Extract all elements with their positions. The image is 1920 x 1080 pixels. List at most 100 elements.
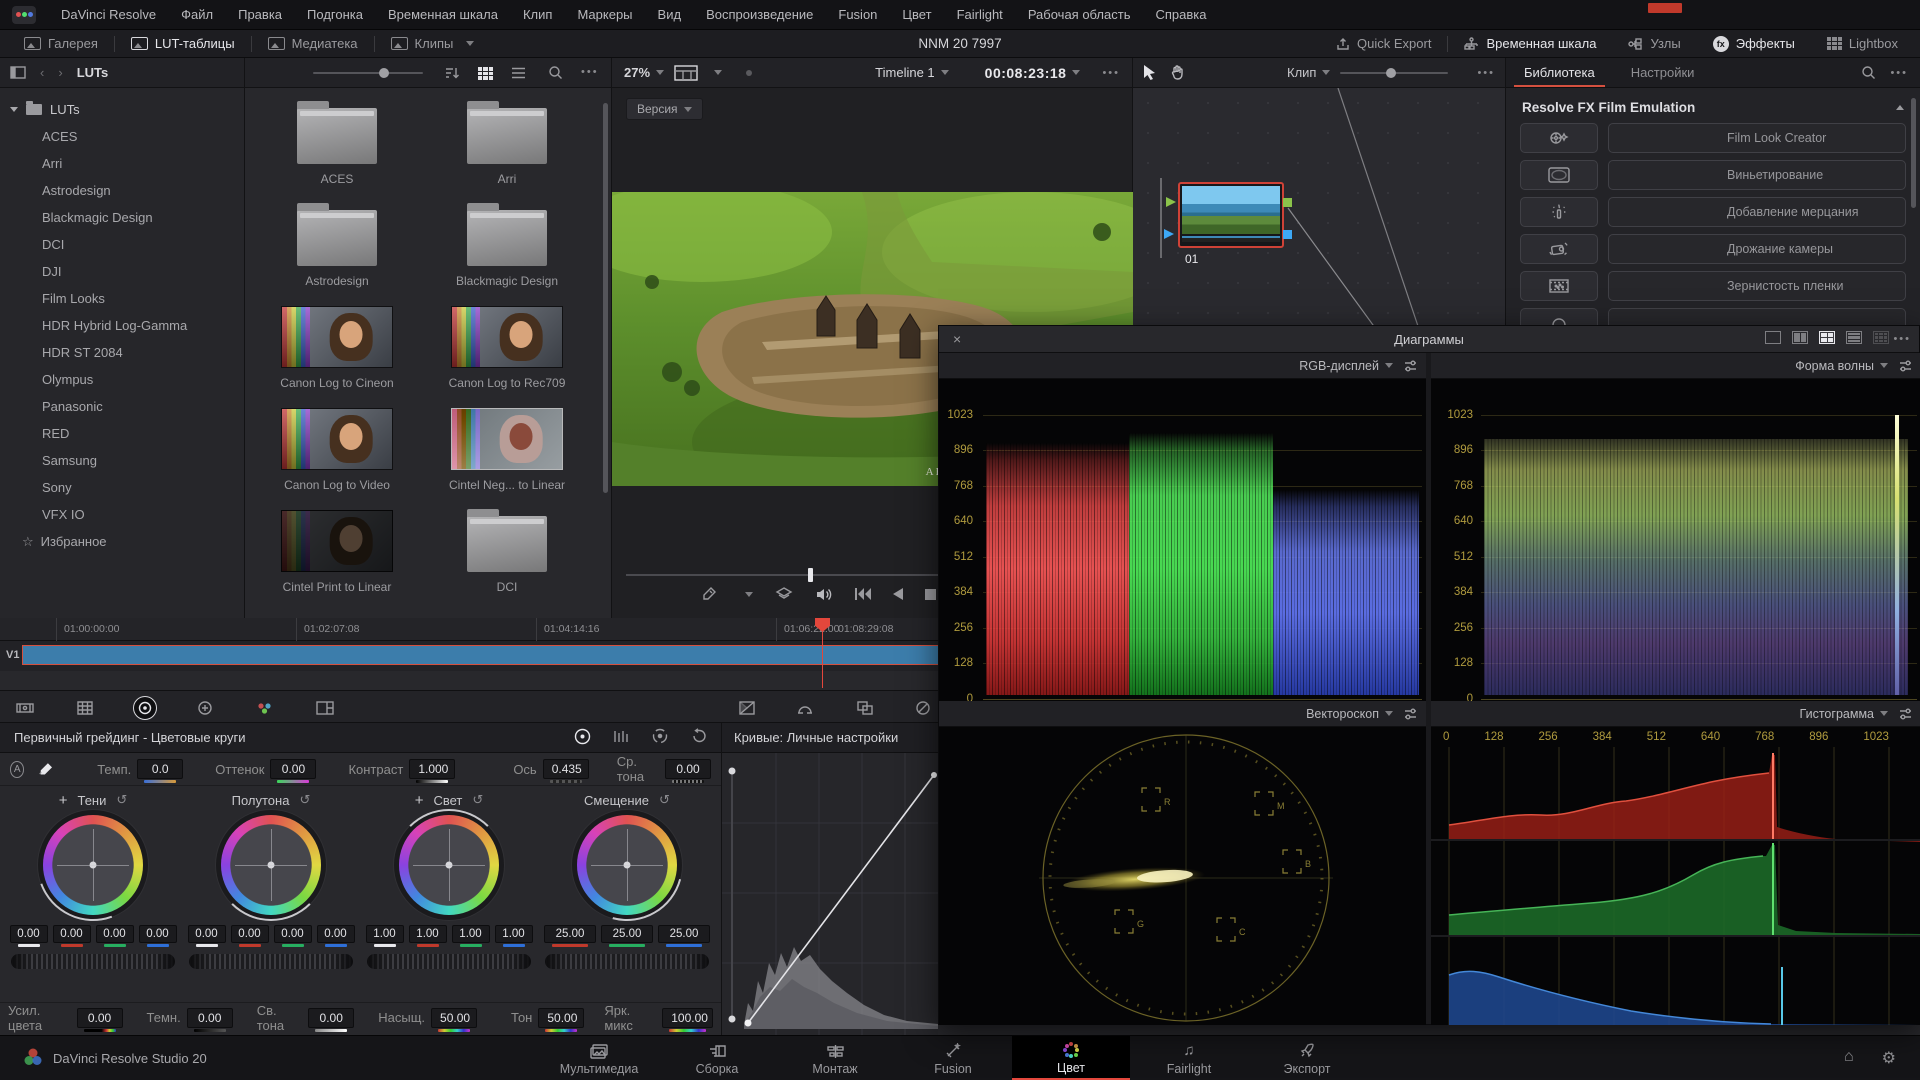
more-options-icon[interactable]: ••• [1477, 66, 1495, 79]
gain-master-dial[interactable] [367, 954, 531, 969]
reset-all-icon[interactable] [691, 728, 707, 745]
gamma-master-dial[interactable] [189, 954, 353, 969]
home-icon[interactable]: ⌂ [1843, 1048, 1854, 1065]
color-boost-value[interactable]: 0.00 [76, 1007, 123, 1032]
layout-two-icon[interactable] [1792, 331, 1808, 344]
forward-icon[interactable]: › [58, 65, 63, 80]
pivot-value[interactable]: 0.435 [542, 759, 589, 783]
reset-icon[interactable]: ↺ [472, 792, 484, 807]
node-zoom-slider[interactable] [1340, 68, 1448, 78]
more-options-icon[interactable]: ••• [581, 66, 599, 78]
rgb-output-port[interactable] [1283, 198, 1292, 207]
highlights-value[interactable]: 0.00 [308, 1007, 355, 1032]
menu-markers[interactable]: Маркеры [577, 7, 633, 22]
wipe-modes-icon[interactable] [775, 587, 793, 601]
hdr-wheels-mode-icon[interactable] [651, 728, 669, 745]
offset-green[interactable]: 25.00 [601, 925, 653, 947]
offset-blue[interactable]: 25.00 [658, 925, 710, 947]
layout-grid-icon[interactable] [1873, 331, 1889, 344]
search-icon[interactable] [548, 65, 563, 80]
fx-item-film-grain[interactable]: Зернистость пленки [1520, 271, 1906, 301]
lift-wheel[interactable] [18, 790, 168, 940]
viewer-mode-icon[interactable] [674, 64, 698, 81]
page-deliver[interactable]: Экспорт [1248, 1036, 1366, 1080]
page-media[interactable]: Мультимедиа [540, 1036, 658, 1080]
node-graph-tool-icon[interactable] [133, 696, 157, 720]
lut-item-preview[interactable]: Canon Log to Rec709 [427, 302, 587, 390]
lut-item-preview[interactable]: Canon Log to Video [257, 404, 417, 492]
histogram-select[interactable]: Гистограмма [1800, 707, 1888, 721]
gamma-green[interactable]: 0.00 [273, 925, 312, 947]
panel-toggle-icon[interactable] [10, 66, 26, 79]
lut-item-folder[interactable]: DCI [427, 506, 587, 594]
more-options-icon[interactable]: ••• [1890, 66, 1908, 79]
eyedropper-icon[interactable] [701, 586, 717, 602]
fx-item-camera-shake[interactable]: Дрожание камеры [1520, 234, 1906, 264]
offset-wheel[interactable] [550, 788, 704, 942]
lift-green[interactable]: 0.00 [95, 925, 134, 947]
color-dots-icon[interactable] [254, 697, 276, 719]
menu-color[interactable]: Цвет [902, 7, 932, 22]
panel-layout-icon[interactable] [314, 697, 336, 719]
color-bars-mode-icon[interactable] [613, 728, 629, 745]
hue-value[interactable]: 50.00 [538, 1007, 585, 1032]
scrollbar[interactable] [1911, 98, 1916, 208]
zoom-select[interactable]: 27% [624, 65, 665, 80]
playhead-handle[interactable] [815, 618, 830, 632]
sidebar-item-samsung[interactable]: Samsung [42, 453, 97, 468]
fx-item-vignette[interactable]: Виньетирование [1520, 160, 1906, 190]
quick-export-button[interactable]: Quick Export [1320, 30, 1447, 57]
cursor-tool-icon[interactable] [1143, 65, 1156, 80]
effects-panel-button[interactable]: fx Эффекты [1697, 30, 1811, 57]
offset-red[interactable]: 25.00 [544, 925, 596, 947]
bypass-icon[interactable] [912, 697, 934, 719]
sidebar-item-astrodesign[interactable]: Astrodesign [42, 183, 111, 198]
layout-four-icon[interactable] [1819, 331, 1835, 344]
lut-item-preview[interactable]: Canon Log to Cineon [257, 302, 417, 390]
menu-help[interactable]: Справка [1155, 7, 1207, 22]
media-pool-button[interactable]: Медиатека [252, 30, 374, 57]
lut-item-preview[interactable]: Cintel Print to Linear [257, 506, 417, 594]
timeline-select[interactable]: Timeline 1 [875, 65, 949, 80]
scope-settings-icon[interactable] [1898, 707, 1913, 721]
clips-button[interactable]: Клипы [375, 30, 491, 57]
gain-wheel[interactable] [393, 809, 505, 915]
gain-blue[interactable]: 1.00 [494, 925, 533, 947]
pan-hand-icon[interactable] [1170, 65, 1185, 80]
thumb-size-slider[interactable] [313, 68, 423, 78]
play-reverse-icon[interactable] [893, 588, 903, 600]
corrector-node[interactable] [1178, 182, 1284, 248]
waveform-select[interactable]: Форма волны [1795, 359, 1888, 373]
timecode-display[interactable]: 00:08:23:18 [985, 65, 1081, 81]
gallery-button[interactable]: Галерея [8, 30, 114, 57]
close-icon[interactable]: × [953, 331, 962, 347]
fx-section-header[interactable]: Resolve FX Film Emulation [1506, 88, 1920, 123]
offset-master-dial[interactable] [545, 954, 709, 969]
sidebar-item-aces[interactable]: ACES [42, 129, 78, 144]
auto-balance-icon[interactable]: A [10, 760, 25, 778]
sidebar-item-panasonic[interactable]: Panasonic [42, 399, 103, 414]
gain-red[interactable]: 1.00 [408, 925, 447, 947]
sidebar-item-blackmagic[interactable]: Blackmagic Design [42, 210, 153, 225]
lut-item-folder[interactable]: Astrodesign [257, 200, 417, 288]
gamma-blue[interactable]: 0.00 [316, 925, 355, 947]
version-button[interactable]: Версия [626, 98, 703, 120]
audio-mute-icon[interactable] [815, 587, 833, 602]
rgb-input-icon[interactable] [1165, 196, 1177, 208]
menu-playback[interactable]: Воспроизведение [706, 7, 814, 22]
node-view-select[interactable]: Клип [1287, 65, 1331, 80]
playhead-line[interactable] [822, 618, 823, 688]
reset-icon[interactable]: ↺ [299, 792, 311, 807]
lift-master[interactable]: 0.00 [9, 925, 48, 947]
scope-settings-icon[interactable] [1403, 359, 1418, 373]
gamma-red[interactable]: 0.00 [230, 925, 269, 947]
color-wheels-mode-icon[interactable] [574, 728, 591, 745]
menu-fusion[interactable]: Fusion [838, 7, 878, 22]
list-view-icon[interactable] [511, 66, 526, 80]
reset-icon[interactable]: ↺ [659, 792, 670, 807]
lut-item-preview[interactable]: Cintel Neg... to Linear [427, 404, 587, 492]
tint-value[interactable]: 0.00 [270, 759, 317, 783]
parade-select[interactable]: RGB-дисплей [1299, 359, 1393, 373]
stop-icon[interactable] [925, 588, 936, 600]
menu-trim[interactable]: Подгонка [307, 7, 363, 22]
